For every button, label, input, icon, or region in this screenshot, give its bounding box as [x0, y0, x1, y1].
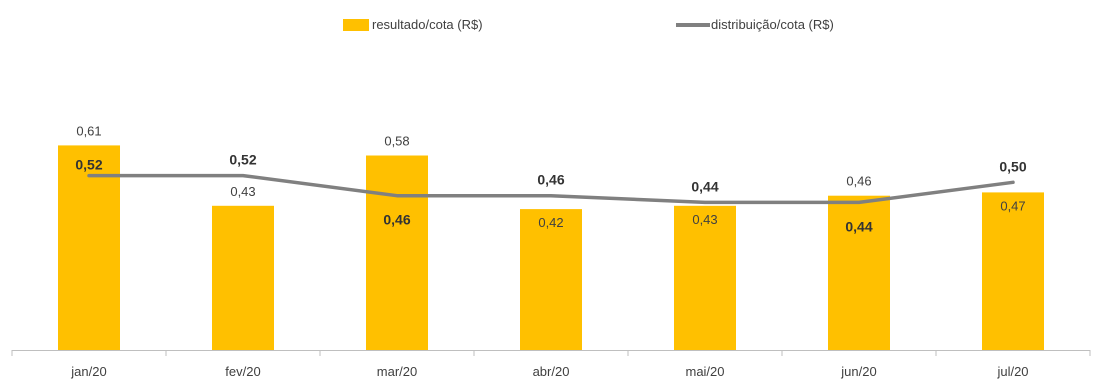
bar-jun-20: [828, 195, 890, 350]
x-tick-label-abr-20: abr/20: [533, 364, 570, 379]
line-value-label-jan-20: 0,52: [75, 157, 102, 173]
bar-jul-20: [982, 192, 1044, 350]
legend: resultado/cota (R$) distribuição/cota (R…: [343, 17, 834, 32]
bar-fev-20: [212, 205, 274, 350]
legend-bar-swatch: [343, 19, 369, 31]
distribution-line: [87, 173, 1015, 205]
legend-item-line: distribuição/cota (R$): [676, 17, 834, 32]
bar-value-label-mar-20: 0,58: [384, 134, 409, 149]
line-value-label-fev-20: 0,52: [229, 152, 256, 168]
bar-value-label-jul-20: 0,47: [1000, 198, 1025, 213]
x-tick-label-mar-20: mar/20: [377, 364, 417, 379]
line-value-label-mar-20: 0,46: [383, 212, 410, 228]
line-value-label-jul-20: 0,50: [999, 158, 1026, 174]
bar-value-label-fev-20: 0,43: [230, 184, 255, 199]
bar-value-label-mai-20: 0,43: [692, 212, 717, 227]
plot-area: jan/20 fev/20 mar/20 abr/20 mai/20 jun/20 jul/…: [11, 123, 1091, 379]
x-tick-label-mai-20: mai/20: [685, 364, 724, 379]
x-tick-label-jan-20: jan/20: [70, 364, 106, 379]
line-value-label-jun-20: 0,44: [845, 218, 872, 234]
line-value-label-abr-20: 0,46: [537, 172, 564, 188]
bar-mar-20: [366, 155, 428, 350]
x-tick-label-jun-20: jun/20: [840, 364, 876, 379]
line-value-label-mai-20: 0,44: [691, 178, 718, 194]
x-tick-label-fev-20: fev/20: [225, 364, 260, 379]
legend-bar-label: resultado/cota (R$): [372, 17, 483, 32]
bar-mai-20: [674, 205, 736, 350]
legend-item-bar: resultado/cota (R$): [343, 17, 483, 32]
bar-jan-20: [58, 145, 120, 350]
bar-value-label-jan-20: 0,61: [76, 123, 101, 138]
x-tick-label-jul-20: jul/20: [996, 364, 1028, 379]
bar-abr-20: [520, 209, 582, 350]
legend-line-label: distribuição/cota (R$): [711, 17, 834, 32]
bar-value-label-jun-20: 0,46: [846, 174, 871, 189]
bar-value-label-abr-20: 0,42: [538, 215, 563, 230]
